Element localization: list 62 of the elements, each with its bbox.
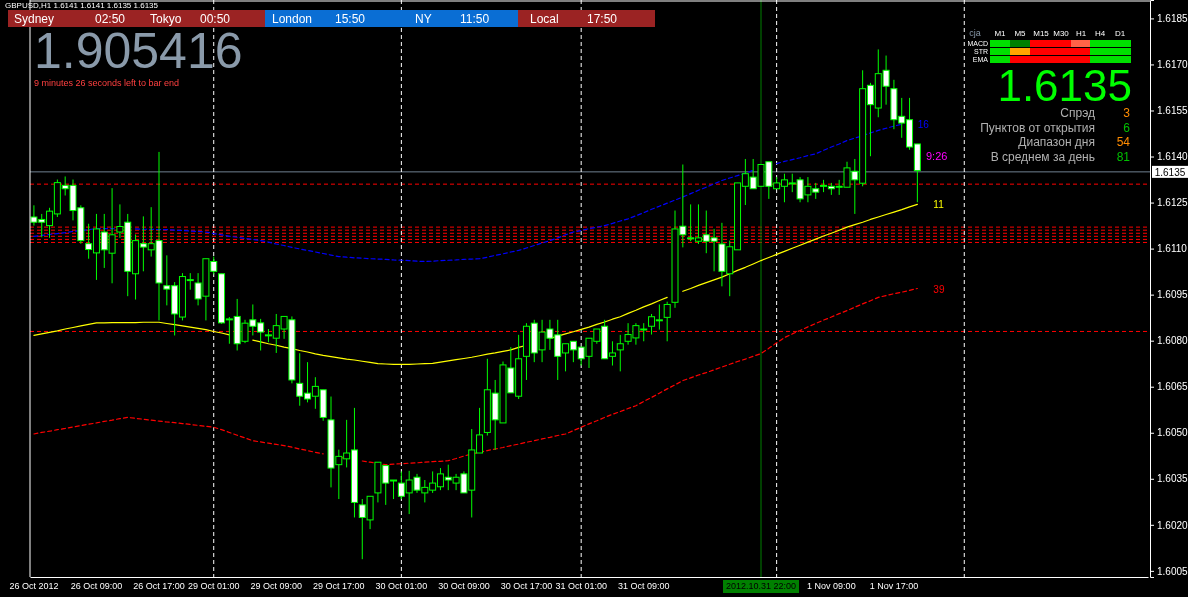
annotation: 11:50: [460, 12, 490, 26]
annotation: В среднем за день: [990, 150, 1095, 164]
annotation: 9:26: [926, 150, 948, 162]
annotation: 15:50: [335, 12, 366, 26]
annotation: 00:50: [200, 12, 231, 26]
annotation: Спрэд: [1060, 106, 1095, 120]
x-tick-label: 29 Oct 01:00: [187, 581, 240, 592]
annotation: Tokyo: [150, 12, 182, 26]
annotation: 9 minutes 26 seconds left to bar end: [34, 78, 180, 88]
x-tick-label: 2012.10.31 22:00: [725, 581, 797, 592]
y-tick-label: 1.6095: [1157, 289, 1188, 301]
annotation: cja: [969, 28, 981, 38]
y-tick-label: 1.6050: [1157, 427, 1188, 439]
x-tick-label: 30 Oct 17:00: [500, 581, 553, 592]
annotation: 17:50: [587, 12, 618, 26]
annotation: M30: [1053, 29, 1070, 38]
annotation: London: [272, 12, 313, 26]
series-label: 11: [933, 199, 945, 211]
annotation: 81: [1116, 150, 1131, 164]
ref-line-label: 1.6135: [1154, 166, 1186, 178]
annotation: H1: [1075, 29, 1087, 38]
annotation: 6: [1123, 121, 1131, 135]
series-label: 39: [933, 283, 945, 295]
y-tick-label: 1.6170: [1157, 59, 1188, 71]
x-tick-label: 1 Nov 17:00: [869, 581, 919, 592]
x-tick-label: 26 Oct 17:00: [133, 581, 185, 592]
y-tick-label: 1.6005: [1157, 565, 1188, 577]
annotation: Local: [530, 12, 559, 26]
annotation: H4: [1094, 29, 1106, 38]
annotation: NY: [415, 12, 432, 26]
candlestick: [616, 334, 624, 372]
y-tick-label: 1.6155: [1157, 105, 1188, 117]
y-tick-label: 1.6080: [1157, 335, 1188, 347]
y-tick-label: 1.6065: [1157, 381, 1188, 393]
x-tick-label: 31 Oct 01:00: [555, 581, 607, 592]
x-tick-label: 1 Nov 09:00: [807, 581, 856, 592]
annotation: D1: [1114, 29, 1126, 38]
annotation: M5: [1014, 29, 1027, 38]
annotation: 3: [1123, 106, 1131, 120]
x-tick-label: 29 Oct 17:00: [313, 581, 365, 592]
annotation: Sydney: [14, 12, 55, 26]
x-tick-label: 31 Oct 09:00: [617, 581, 670, 592]
x-tick-label: 29 Oct 09:00: [250, 581, 303, 592]
chart-title: GBPUSD,H1 1.6141 1.6141 1.6135 1.6135: [5, 1, 159, 10]
annotation: Пунктов от открытия: [980, 121, 1095, 135]
y-tick-label: 1.6140: [1157, 151, 1188, 163]
x-tick-label: 30 Oct 01:00: [375, 581, 428, 592]
annotation: 54: [1116, 135, 1131, 149]
x-tick-label: 26 Oct 2012: [9, 581, 59, 592]
annotation: M15: [1033, 29, 1050, 38]
annotation: M1: [994, 29, 1007, 38]
annotation: 02:50: [95, 12, 126, 26]
x-tick-label: 30 Oct 09:00: [438, 581, 490, 592]
y-tick-label: 1.6110: [1157, 243, 1188, 255]
annotation: Диапазон дня: [1018, 135, 1095, 149]
y-tick-label: 1.6125: [1157, 197, 1188, 209]
y-tick-label: 1.6020: [1157, 519, 1188, 531]
series-label: 16: [917, 119, 930, 131]
candlestick: [663, 301, 671, 342]
y-tick-label: 1.6035: [1157, 473, 1188, 485]
x-tick-label: 26 Oct 09:00: [70, 581, 123, 592]
y-tick-label: 1.6185: [1157, 13, 1188, 25]
